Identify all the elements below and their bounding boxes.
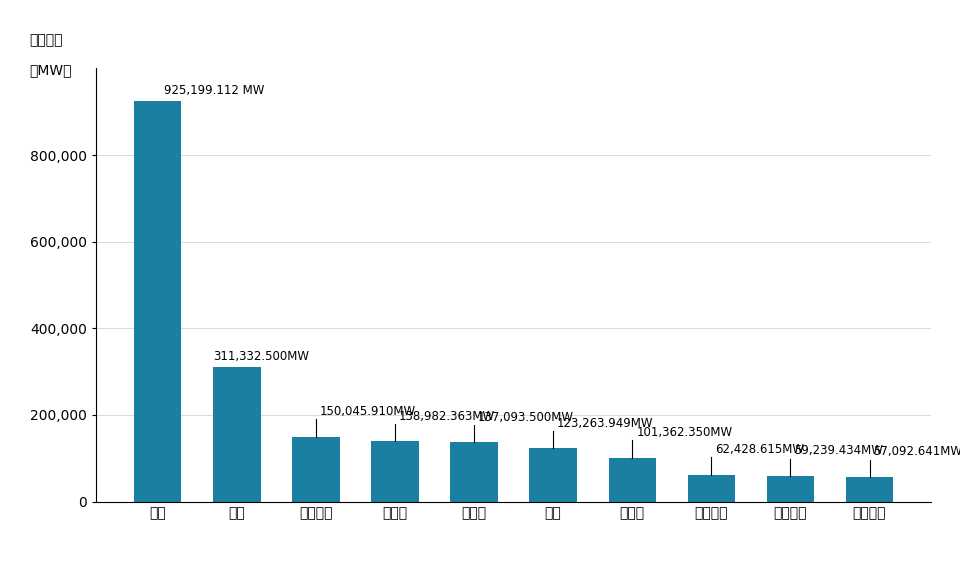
Text: 311,332.500MW: 311,332.500MW xyxy=(213,351,309,363)
Bar xyxy=(372,441,419,502)
Bar xyxy=(134,101,181,502)
Bar xyxy=(687,475,735,502)
Text: 138,982.363MW: 138,982.363MW xyxy=(399,410,495,423)
Bar xyxy=(450,442,498,502)
Text: 59,239.434MW: 59,239.434MW xyxy=(794,444,883,457)
Text: 62,428.615MW: 62,428.615MW xyxy=(715,443,804,456)
Bar xyxy=(213,367,260,502)
Text: 137,093.500MW: 137,093.500MW xyxy=(478,410,574,424)
Text: 150,045.910MW: 150,045.910MW xyxy=(320,405,416,418)
Text: 設備容量: 設備容量 xyxy=(29,32,62,47)
Text: （MW）: （MW） xyxy=(29,63,72,77)
Bar xyxy=(846,477,893,502)
Bar xyxy=(767,476,814,502)
Bar xyxy=(292,437,340,502)
Text: 57,092.641MW: 57,092.641MW xyxy=(874,445,960,458)
Text: 123,263.949MW: 123,263.949MW xyxy=(557,417,654,430)
Text: 101,362.350MW: 101,362.350MW xyxy=(636,426,732,439)
Text: 925,199.112 MW: 925,199.112 MW xyxy=(164,84,264,97)
Bar xyxy=(609,458,656,502)
Bar xyxy=(529,448,577,502)
